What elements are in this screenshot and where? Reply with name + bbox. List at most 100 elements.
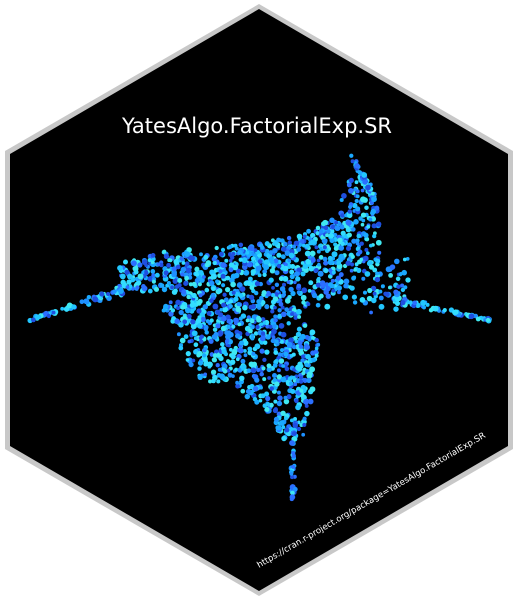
scatter-dot (209, 280, 215, 286)
scatter-dot (325, 293, 331, 299)
scatter-dot (190, 323, 197, 330)
scatter-dot (215, 363, 220, 368)
scatter-dot (325, 285, 331, 292)
scatter-dot (308, 280, 314, 286)
scatter-dot (291, 352, 296, 357)
scatter-dot (260, 299, 266, 306)
scatter-dot (355, 241, 360, 246)
scatter-dot (163, 270, 169, 276)
scatter-dot (293, 240, 300, 247)
scatter-dot (242, 264, 248, 270)
scatter-dot (318, 255, 324, 260)
scatter-dot (295, 276, 301, 282)
scatter-dot (276, 263, 282, 269)
scatter-dot (357, 249, 363, 255)
scatter-dot (273, 240, 278, 245)
scatter-dot (280, 348, 284, 353)
scatter-dot (250, 269, 256, 275)
scatter-dot (282, 265, 289, 272)
scatter-dot (229, 359, 236, 365)
scatter-dot (240, 388, 246, 394)
scatter-dot (371, 223, 377, 229)
scatter-dot (329, 217, 335, 224)
scatter-dot (257, 303, 262, 308)
scatter-dot (452, 309, 458, 316)
scatter-dot (147, 275, 154, 282)
scatter-dot (119, 273, 126, 280)
scatter-dot (185, 358, 190, 362)
scatter-dot (214, 279, 220, 284)
scatter-dot (311, 292, 318, 299)
scatter-dot (130, 277, 136, 283)
scatter-dot (246, 368, 252, 374)
scatter-dot (234, 246, 239, 251)
scatter-dot (211, 286, 216, 291)
scatter-dot (269, 268, 276, 274)
scatter-dot (405, 277, 411, 283)
scatter-dot (250, 367, 257, 374)
scatter-dot (296, 246, 302, 252)
scatter-dot (351, 227, 356, 232)
scatter-dot (261, 290, 267, 296)
scatter-dot (259, 371, 264, 377)
scatter-dot (178, 321, 184, 328)
scatter-dot (173, 258, 179, 265)
scatter-dot (260, 331, 266, 336)
scatter-dot (259, 385, 263, 390)
scatter-dot (268, 277, 274, 283)
scatter-dot (299, 388, 304, 393)
scatter-dot (402, 257, 407, 262)
scatter-dot (375, 271, 380, 276)
scatter-dot (322, 256, 328, 262)
scatter-dot (280, 376, 287, 383)
scatter-dot (231, 290, 236, 295)
scatter-dot (117, 265, 123, 271)
scatter-dot (218, 251, 224, 257)
scatter-dot (242, 348, 247, 353)
scatter-dot (174, 318, 180, 325)
scatter-dot (224, 338, 230, 344)
scatter-dot (255, 265, 262, 272)
scatter-dot (400, 299, 406, 306)
scatter-dot (280, 311, 287, 318)
scatter-dot (217, 331, 223, 337)
scatter-dot (378, 289, 383, 294)
scatter-dot (290, 475, 295, 480)
scatter-dot (106, 291, 111, 297)
scatter-dot (276, 368, 281, 373)
scatter-dot (183, 280, 189, 287)
scatter-dot (301, 354, 305, 359)
scatter-dot (367, 287, 373, 294)
scatter-dot (296, 233, 303, 240)
scatter-dot (335, 275, 342, 281)
scatter-dot (209, 269, 215, 275)
scatter-dot (151, 273, 156, 278)
scatter-dot (301, 300, 306, 305)
scatter-dot (247, 276, 253, 282)
scatter-dot (293, 382, 298, 387)
scatter-dot (265, 334, 271, 340)
scatter-dot (166, 280, 171, 286)
scatter-dot (286, 394, 292, 400)
scatter-dot (349, 153, 354, 158)
scatter-dot (289, 418, 294, 423)
scatter-dot (359, 241, 364, 246)
scatter-dot (186, 313, 192, 319)
scatter-dot (236, 282, 243, 289)
scatter-dot (216, 379, 221, 384)
scatter-dot (327, 259, 334, 266)
scatter-dot (272, 324, 277, 329)
scatter-dot (330, 278, 335, 283)
scatter-dot (172, 278, 179, 284)
scatter-dot (191, 292, 197, 299)
scatter-dot (345, 260, 351, 266)
scatter-dot (297, 340, 303, 346)
sticker-title: YatesAlgo.FactorialExp.SR (121, 114, 392, 138)
scatter-dot (212, 374, 218, 381)
scatter-dot (184, 251, 191, 258)
scatter-dot (287, 376, 293, 382)
scatter-dot (260, 317, 266, 322)
scatter-dot (268, 250, 274, 255)
scatter-dot (170, 285, 174, 290)
scatter-dot (365, 251, 370, 256)
